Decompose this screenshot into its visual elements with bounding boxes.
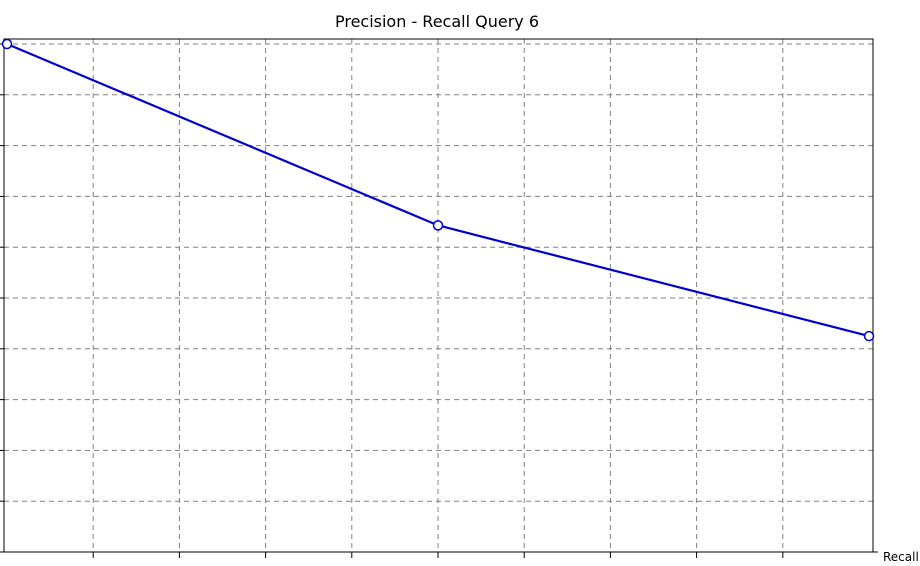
data-point [1, 38, 13, 50]
series [1, 38, 875, 342]
grid [4, 39, 873, 552]
data-point [432, 220, 444, 231]
data-point [863, 330, 875, 342]
axis-ticks [0, 43, 878, 558]
x-axis-label: Recall [883, 550, 919, 562]
chart-title: Precision - Recall Query 6 [335, 12, 539, 31]
